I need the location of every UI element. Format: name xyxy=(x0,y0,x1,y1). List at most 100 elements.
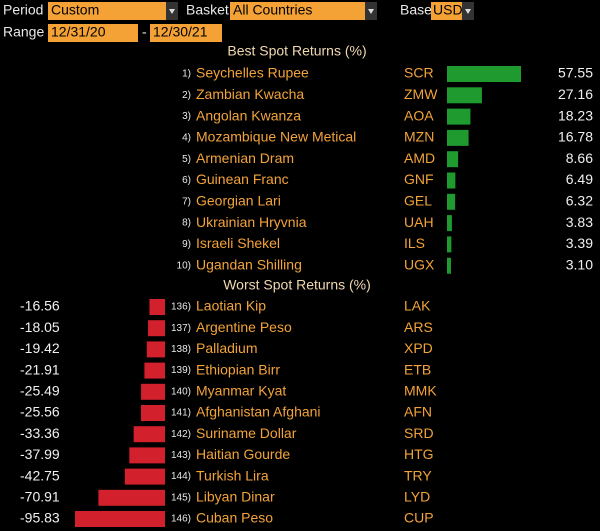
currency-name: Zambian Kwacha xyxy=(196,86,304,102)
currency-name: Myanmar Kyat xyxy=(196,383,286,399)
value-label: 3.10 xyxy=(566,256,593,272)
currency-code: AFN xyxy=(404,404,432,420)
value-label: 18.23 xyxy=(558,107,593,123)
rank: 141) xyxy=(171,408,191,419)
bar xyxy=(124,468,165,485)
dropdown-arrow xyxy=(368,9,374,14)
bar xyxy=(146,341,165,358)
currency-code: SRD xyxy=(404,425,434,441)
currency-code: GNF xyxy=(404,171,434,187)
range-start[interactable]: 12/31/20 xyxy=(51,24,106,40)
currency-name: Turkish Lira xyxy=(196,467,269,483)
currency-code: UAH xyxy=(404,214,434,230)
value-label: -21.91 xyxy=(20,361,60,377)
rank: 10) xyxy=(177,260,191,271)
currency-name: Angolan Kwanza xyxy=(196,107,301,123)
bar xyxy=(447,193,456,210)
rank: 137) xyxy=(171,323,191,334)
rank: 6) xyxy=(182,175,191,186)
value-label: -33.36 xyxy=(20,425,60,441)
currency-code: LAK xyxy=(404,298,431,314)
currency-code: MZN xyxy=(404,129,434,145)
dropdown-arrow xyxy=(465,9,471,14)
bar xyxy=(129,447,165,464)
range-start-field[interactable] xyxy=(48,24,138,42)
currency-name: Ukrainian Hryvnia xyxy=(196,214,307,230)
rank: 5) xyxy=(182,154,191,165)
rank: 7) xyxy=(182,196,191,207)
currency-name: Haitian Gourde xyxy=(196,446,290,462)
currency-name: Israeli Shekel xyxy=(196,235,280,251)
currency-name: Ethiopian Birr xyxy=(196,361,280,377)
currency-code: GEL xyxy=(404,193,432,209)
bar xyxy=(149,299,165,315)
rank: 143) xyxy=(171,450,191,461)
base-label: Base xyxy=(400,2,432,18)
currency-name: Guinean Franc xyxy=(196,171,289,187)
bar xyxy=(447,151,459,168)
value-label: -19.42 xyxy=(20,340,60,356)
currency-name: Mozambique New Metical xyxy=(196,129,356,145)
value-label: -37.99 xyxy=(20,446,60,462)
value-label: 3.39 xyxy=(566,235,593,251)
value-label: 3.83 xyxy=(566,214,593,230)
currency-name: Armenian Dram xyxy=(196,150,294,166)
value-label: 27.16 xyxy=(558,86,593,102)
currency-name: Afghanistan Afghani xyxy=(196,404,321,420)
bar xyxy=(148,320,165,337)
currency-code: XPD xyxy=(404,340,433,356)
period-field[interactable] xyxy=(48,2,166,20)
currency-code: AOA xyxy=(404,107,434,123)
rank: 3) xyxy=(182,111,191,122)
bar xyxy=(447,257,451,274)
period-value[interactable]: Custom xyxy=(51,2,99,18)
bar xyxy=(447,66,521,82)
currency-name: Laotian Kip xyxy=(196,298,266,314)
basket-field[interactable] xyxy=(230,2,365,20)
rank: 8) xyxy=(182,218,191,229)
range-separator: - xyxy=(142,24,147,40)
currency-code: ARS xyxy=(404,319,433,335)
rank: 9) xyxy=(182,239,191,250)
base-field[interactable] xyxy=(431,2,462,20)
currency-code: UGX xyxy=(404,256,435,272)
bar xyxy=(447,172,456,189)
bar xyxy=(75,511,165,527)
currency-code: TRY xyxy=(404,467,432,483)
range-end[interactable]: 12/30/21 xyxy=(153,24,208,40)
rank: 146) xyxy=(171,514,191,525)
value-label: -25.49 xyxy=(20,383,60,399)
bar xyxy=(98,489,165,506)
rank: 138) xyxy=(171,344,191,355)
currency-name: Suriname Dollar xyxy=(196,425,297,441)
bar xyxy=(447,215,452,232)
currency-name: Libyan Dinar xyxy=(196,489,275,505)
rank: 140) xyxy=(171,386,191,397)
range-end-field[interactable] xyxy=(150,24,222,42)
dropdown-arrow xyxy=(169,9,175,14)
basket-label: Basket xyxy=(186,2,229,18)
currency-code: ETB xyxy=(404,361,431,377)
basket-value[interactable]: All Countries xyxy=(233,2,312,18)
rank: 145) xyxy=(171,492,191,503)
rank: 136) xyxy=(171,302,191,313)
currency-code: ILS xyxy=(404,235,425,251)
bar xyxy=(447,129,469,146)
currency-code: HTG xyxy=(404,446,434,462)
base-value[interactable]: USD xyxy=(433,2,463,18)
rank: 144) xyxy=(171,471,191,482)
value-label: -25.56 xyxy=(20,404,60,420)
rank: 1) xyxy=(182,69,191,80)
bar xyxy=(141,383,165,400)
currency-code: ZMW xyxy=(404,86,438,102)
currency-name: Argentine Peso xyxy=(196,319,292,335)
value-label: 57.55 xyxy=(558,65,593,81)
currency-code: CUP xyxy=(404,510,434,526)
value-label: 16.78 xyxy=(558,129,593,145)
bar xyxy=(133,426,165,443)
currency-name: Seychelles Rupee xyxy=(196,65,309,81)
bar xyxy=(447,87,482,104)
best-title: Best Spot Returns (%) xyxy=(227,43,366,59)
value-label: -18.05 xyxy=(20,319,60,335)
